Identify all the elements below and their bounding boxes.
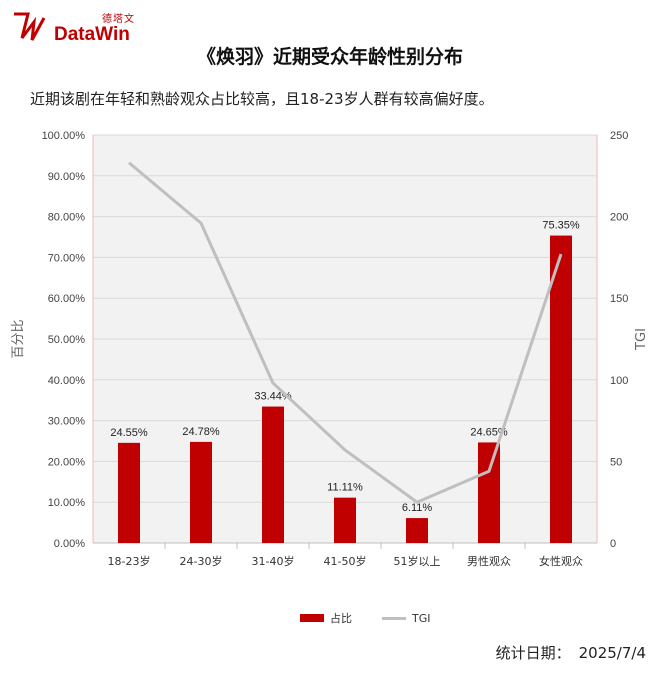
x-tick-label: 24-30岁 bbox=[180, 554, 223, 568]
footer-date: 2025/7/4 bbox=[578, 644, 646, 662]
y2-tick-label: 100 bbox=[610, 375, 628, 387]
bar bbox=[478, 442, 500, 543]
bar bbox=[190, 441, 212, 543]
y-tick-label: 60.00% bbox=[48, 293, 86, 305]
legend-bar-swatch bbox=[300, 614, 324, 622]
legend-bar-label: 占比 bbox=[330, 612, 352, 625]
y-tick-label: 90.00% bbox=[48, 171, 86, 183]
tgi-line bbox=[128, 161, 563, 504]
y-tick-label: 40.00% bbox=[48, 375, 86, 387]
x-tick-label: 51岁以上 bbox=[394, 554, 441, 568]
y2-axis-title: TGI bbox=[634, 328, 649, 351]
y-tick-label: 100.00% bbox=[42, 130, 86, 142]
y-tick-label: 10.00% bbox=[48, 497, 86, 509]
y-tick-label: 30.00% bbox=[48, 416, 86, 428]
bar-data-label: 24.65% bbox=[470, 426, 508, 438]
y-tick-label: 80.00% bbox=[48, 212, 86, 224]
footer-label: 统计日期： bbox=[495, 644, 571, 662]
bar-data-label: 24.78% bbox=[182, 426, 220, 438]
x-tick-label: 31-40岁 bbox=[252, 554, 295, 568]
logo-cn-text: 德塔文 bbox=[102, 14, 135, 25]
y-tick-label: 20.00% bbox=[48, 456, 86, 468]
logo-en-text: DataWin bbox=[54, 24, 130, 45]
y2-tick-label: 0 bbox=[610, 538, 616, 550]
y-axis-title: 百分比 bbox=[11, 319, 26, 358]
chart-subtitle: 近期该剧在年轻和熟龄观众占比较高，且18-23岁人群有较高偏好度。 bbox=[30, 90, 494, 108]
footer: 统计日期： 2025/7/4 bbox=[488, 642, 646, 663]
bar-data-label: 24.55% bbox=[110, 427, 148, 439]
y2-tick-label: 150 bbox=[610, 293, 628, 305]
y-tick-label: 0.00% bbox=[54, 538, 85, 550]
legend-line-label: TGI bbox=[412, 611, 431, 625]
chart-title: 《焕羽》近期受众年龄性别分布 bbox=[196, 46, 463, 68]
bar-data-label: 6.11% bbox=[402, 502, 433, 514]
bar bbox=[550, 235, 572, 543]
chart-legend: 占比 TGI bbox=[300, 610, 431, 626]
y-tick-label: 70.00% bbox=[48, 252, 86, 264]
x-tick-label: 女性观众 bbox=[539, 554, 583, 568]
x-tick-label: 男性观众 bbox=[467, 554, 511, 568]
bar bbox=[334, 497, 356, 543]
y-tick-label: 50.00% bbox=[48, 334, 86, 346]
bar bbox=[118, 442, 140, 543]
bar-data-label: 75.35% bbox=[542, 220, 580, 232]
bar-data-label: 11.11% bbox=[327, 482, 363, 494]
legend-line-swatch bbox=[382, 616, 406, 620]
y2-tick-label: 250 bbox=[610, 130, 628, 142]
y2-tick-label: 200 bbox=[610, 212, 628, 224]
bar bbox=[262, 406, 284, 543]
y2-tick-label: 50 bbox=[610, 456, 622, 468]
x-tick-label: 41-50岁 bbox=[324, 554, 367, 568]
bar bbox=[406, 518, 428, 543]
datawin-logo: 德塔文 DataWin bbox=[10, 8, 150, 52]
x-tick-label: 18-23岁 bbox=[108, 554, 151, 568]
datawin-logo-mark bbox=[14, 12, 46, 41]
